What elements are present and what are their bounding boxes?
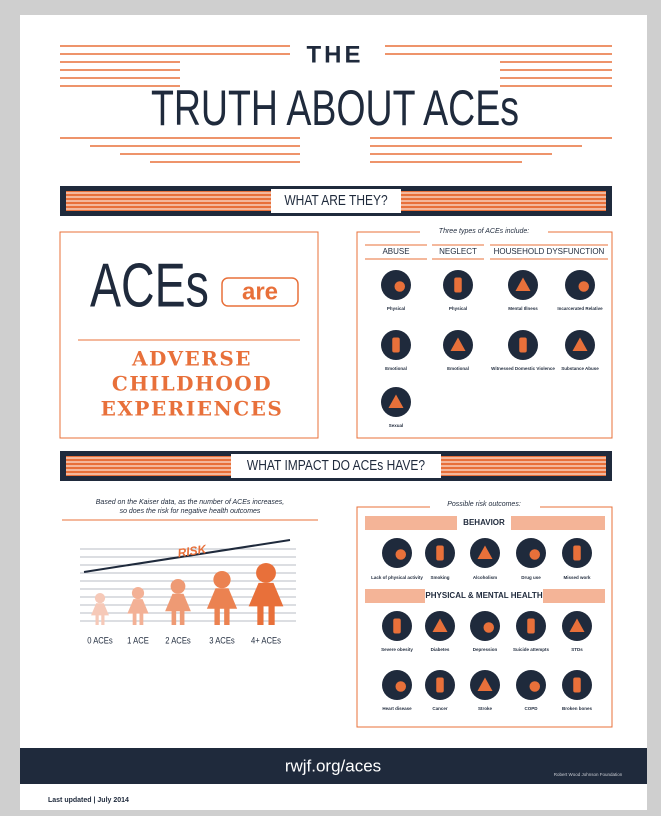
outcome-item: Missed work	[563, 575, 591, 580]
child-figure	[257, 605, 263, 625]
icon-accent	[530, 549, 541, 560]
page: THE TRUTH ABOUT ACEs rwjf.org/aces Rober…	[0, 0, 661, 816]
outcome-item: Heart disease	[382, 706, 412, 711]
icon-accent	[436, 546, 444, 561]
outcome-item: Lack of physical activity	[371, 575, 423, 580]
icon-accent	[579, 281, 590, 292]
acronym: ACEs	[90, 250, 209, 320]
type-heading: ABUSE	[382, 247, 409, 256]
level-label: 0 ACEs	[87, 635, 112, 646]
level-label: 3 ACEs	[209, 635, 234, 646]
footer-url: rwjf.org/aces	[285, 756, 381, 775]
outcome-item: Smoking	[430, 575, 449, 580]
icon-accent	[573, 546, 581, 561]
type-item: Witnessed Domestic Violence	[491, 366, 555, 371]
level-label: 2 ACEs	[165, 635, 190, 646]
child-figure	[172, 610, 177, 625]
child-figure	[268, 605, 274, 625]
child-figure	[96, 615, 99, 625]
title-top: THE	[307, 41, 364, 68]
impact-note: Based on the Kaiser data, as the number …	[96, 499, 285, 506]
child-figure	[140, 613, 144, 625]
type-item: Emotional	[385, 366, 407, 371]
definition-word: CHILDHOOD	[112, 372, 272, 396]
icon-accent	[484, 622, 495, 633]
icon-accent	[395, 281, 406, 292]
outcome-item: Broken bones	[562, 706, 593, 711]
outcomes-intro: Possible risk outcomes:	[447, 501, 521, 508]
child-figure	[256, 563, 276, 583]
child-figure	[214, 608, 219, 625]
group-heading: BEHAVIOR	[463, 518, 505, 527]
outcome-item: Stroke	[478, 706, 493, 711]
icon-accent	[392, 338, 400, 353]
child-figure	[213, 571, 230, 588]
type-item: Sexual	[389, 423, 404, 428]
child-figure	[132, 587, 144, 599]
verb: are	[242, 278, 278, 305]
icon-accent	[527, 619, 535, 634]
type-item: Substance Abuse	[561, 366, 599, 371]
section-heading: WHAT ARE THEY?	[284, 192, 388, 209]
outcome-item: Drug use	[521, 575, 541, 580]
definition-word: ADVERSE	[131, 347, 252, 371]
types-intro: Three types of ACEs include:	[439, 228, 529, 235]
type-heading: NEGLECT	[439, 247, 477, 256]
outcome-item: Cancer	[432, 706, 448, 711]
child-figure	[95, 593, 105, 603]
icon-accent	[519, 338, 527, 353]
type-item: Incarcerated Relative	[557, 306, 603, 311]
icon-accent	[396, 549, 407, 560]
child-figure	[133, 613, 137, 625]
section-heading: WHAT IMPACT DO ACEs HAVE?	[247, 457, 426, 474]
child-figure	[171, 579, 186, 594]
child-figure	[224, 608, 229, 625]
icon-accent	[573, 678, 581, 693]
child-figure	[180, 610, 185, 625]
impact-note: so does the risk for negative health out…	[120, 508, 261, 515]
icon-accent	[396, 681, 407, 692]
child-figure	[101, 615, 104, 625]
outcome-item: Severe obesity	[381, 647, 413, 652]
type-heading: HOUSEHOLD DYSFUNCTION	[494, 247, 605, 256]
outcome-item: Diabetes	[431, 647, 450, 652]
outcome-item: STDs	[571, 647, 583, 652]
infographic: THE TRUTH ABOUT ACEs rwjf.org/aces Rober…	[0, 0, 661, 816]
type-item: Physical	[449, 306, 467, 311]
outcome-item: Suicide attempts	[513, 647, 550, 652]
icon-accent	[530, 681, 541, 692]
icon-accent	[454, 278, 462, 293]
definition-word: EXPERIENCES	[101, 397, 284, 421]
outcome-item: Depression	[473, 647, 498, 652]
last-updated: Last updated | July 2014	[48, 797, 129, 804]
type-item: Mental Illness	[508, 306, 538, 311]
level-label: 1 ACE	[127, 635, 149, 646]
group-heading: PHYSICAL & MENTAL HEALTH	[425, 591, 542, 600]
icon-accent	[393, 619, 401, 634]
icon-accent	[436, 678, 444, 693]
outcome-item: Alcoholism	[473, 575, 497, 580]
level-label: 4+ ACEs	[251, 635, 281, 646]
type-item: Emotional	[447, 366, 469, 371]
type-item: Physical	[387, 306, 405, 311]
footer-org: Robert Wood Johnson Foundation	[554, 772, 623, 777]
title: TRUTH ABOUT ACEs	[151, 81, 519, 136]
outcome-item: COPD	[524, 706, 538, 711]
